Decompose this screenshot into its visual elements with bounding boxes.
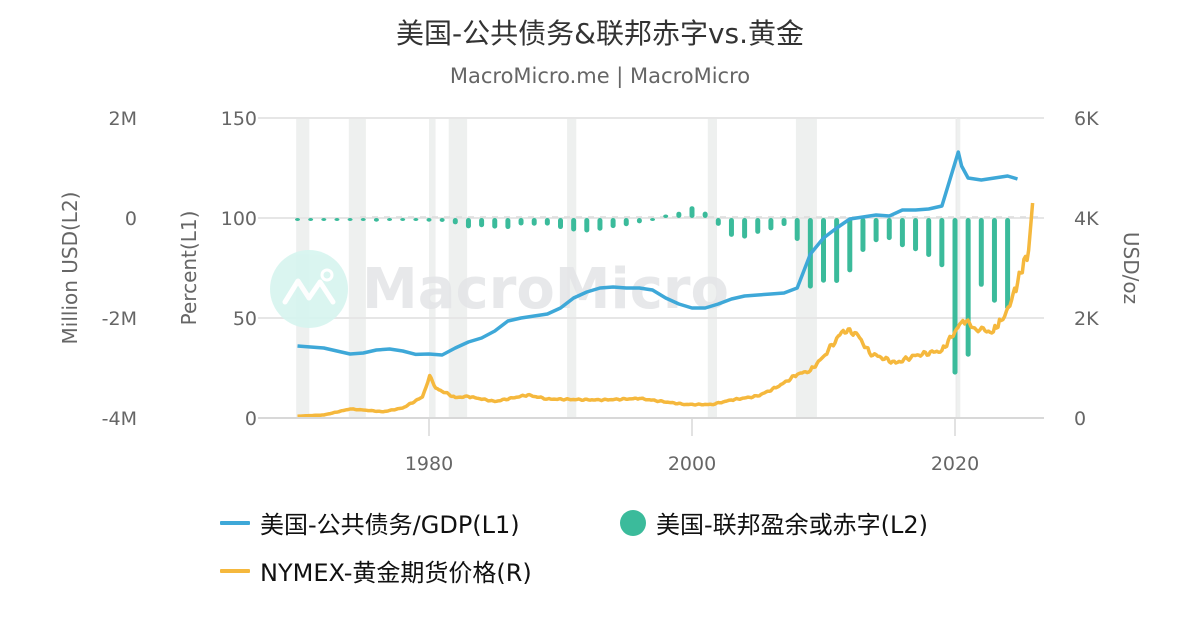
deficit-bar xyxy=(886,218,892,241)
l1-axis: 150 100 50 0 Percent(L1) xyxy=(177,108,257,430)
deficit-bar xyxy=(295,218,300,221)
recession-band xyxy=(956,118,961,418)
deficit-bar xyxy=(715,218,721,226)
deficit-bar xyxy=(571,218,577,232)
x-tick: 1980 xyxy=(405,453,453,475)
deficit-bar xyxy=(360,218,366,221)
r-tick: 0 xyxy=(1074,408,1086,430)
deficit-bar xyxy=(439,218,445,222)
deficit-bar xyxy=(610,218,616,229)
legend-line-icon xyxy=(220,568,250,573)
l2-axis: 2M 0 -2M -4M Million USD(L2) xyxy=(58,108,137,430)
deficit-bar xyxy=(768,218,774,231)
deficit-bar xyxy=(991,218,997,303)
deficit-bar xyxy=(636,218,642,224)
deficit-bar xyxy=(492,218,498,229)
deficit-bar xyxy=(597,218,603,231)
deficit-bar xyxy=(1005,218,1011,310)
legend-dot-icon xyxy=(620,509,646,536)
deficit-bar xyxy=(676,211,682,218)
deficit-bar xyxy=(978,218,984,287)
deficit-bar xyxy=(505,218,511,230)
deficit-bar xyxy=(965,218,971,357)
l2-tick: 0 xyxy=(125,208,137,230)
deficit-bar xyxy=(873,218,879,243)
deficit-bar xyxy=(834,218,840,283)
r-axis: 6K 4K 2K 0 USD/oz xyxy=(1074,108,1143,430)
legend-line-icon xyxy=(220,520,250,525)
deficit-bar xyxy=(518,218,524,226)
r-tick: 6K xyxy=(1074,108,1099,130)
deficit-bar xyxy=(821,218,826,283)
deficit-bar xyxy=(452,218,458,225)
deficit-bar xyxy=(334,218,340,221)
deficit-bar xyxy=(794,218,800,241)
l2-tick: -4M xyxy=(102,408,137,430)
deficit-bar xyxy=(860,218,866,252)
recession-band xyxy=(348,118,366,418)
l1-tick: 150 xyxy=(221,108,257,130)
deficit-bar xyxy=(952,218,958,375)
deficit-bar xyxy=(400,218,406,221)
deficit-bar xyxy=(479,218,485,228)
legend-item-debt-gdp[interactable]: 美国-公共债务/GDP(L1) xyxy=(220,505,520,540)
legend-item-deficit[interactable]: 美国-联邦盈余或赤字(L2) xyxy=(620,505,928,540)
deficit-bar xyxy=(544,218,550,226)
legend-label: 美国-公共债务/GDP(L1) xyxy=(260,511,520,539)
l1-tick: 0 xyxy=(245,408,257,430)
deficit-bars xyxy=(295,206,1011,375)
r-tick: 4K xyxy=(1074,208,1099,230)
l1-axis-title: Percent(L1) xyxy=(177,211,201,326)
x-axis: 1980 2000 2020 xyxy=(258,417,1044,475)
deficit-bar xyxy=(728,218,734,237)
deficit-bar xyxy=(781,218,787,227)
l2-axis-title: Million USD(L2) xyxy=(58,192,82,345)
deficit-bar xyxy=(755,218,761,234)
watermark: MacroMicro xyxy=(270,250,729,328)
deficit-bar xyxy=(702,211,708,218)
deficit-bar xyxy=(650,218,656,221)
deficit-bar xyxy=(413,218,419,221)
legend-label: 美国-联邦盈余或赤字(L2) xyxy=(656,511,929,539)
deficit-bar xyxy=(373,218,379,222)
deficit-bar xyxy=(623,218,629,227)
deficit-bar xyxy=(347,218,353,221)
deficit-bar xyxy=(426,218,432,222)
deficit-bar xyxy=(321,218,327,221)
deficit-bar xyxy=(939,218,945,268)
x-tick: 2020 xyxy=(931,453,979,475)
deficit-bar xyxy=(308,218,314,221)
deficit-bar xyxy=(531,218,537,226)
gold-price-line xyxy=(297,202,1035,418)
deficit-bar xyxy=(899,218,905,248)
r-tick: 2K xyxy=(1074,308,1099,330)
recession-band xyxy=(429,118,436,418)
legend-item-gold[interactable]: NYMEX-黄金期货价格(R) xyxy=(220,553,532,588)
deficit-bar xyxy=(663,214,669,218)
deficit-bar xyxy=(847,218,853,273)
watermark-text: MacroMicro xyxy=(362,257,729,322)
legend-label: NYMEX-黄金期货价格(R) xyxy=(260,559,532,587)
deficit-bar xyxy=(926,218,932,257)
l2-tick: -2M xyxy=(102,308,137,330)
r-axis-title: USD/oz xyxy=(1119,232,1143,304)
deficit-bar xyxy=(558,218,563,230)
chart-title: 美国-公共债务&联邦赤字vs.黄金 xyxy=(396,17,804,50)
chart-subtitle: MacroMicro.me | MacroMicro xyxy=(449,64,751,88)
deficit-bar xyxy=(584,218,590,233)
recession-band xyxy=(567,118,577,418)
debt-gdp-line xyxy=(297,150,1019,357)
x-tick: 2000 xyxy=(668,453,716,475)
deficit-bar xyxy=(689,206,695,218)
deficit-bar xyxy=(913,218,919,252)
l1-tick: 100 xyxy=(221,208,257,230)
deficit-bar xyxy=(387,218,393,221)
l1-tick: 50 xyxy=(233,308,257,330)
recession-band xyxy=(707,118,717,418)
deficit-bar xyxy=(465,218,471,229)
watermark-logo-icon xyxy=(270,250,348,328)
deficit-bar xyxy=(742,218,748,239)
l2-tick: 2M xyxy=(109,108,137,130)
